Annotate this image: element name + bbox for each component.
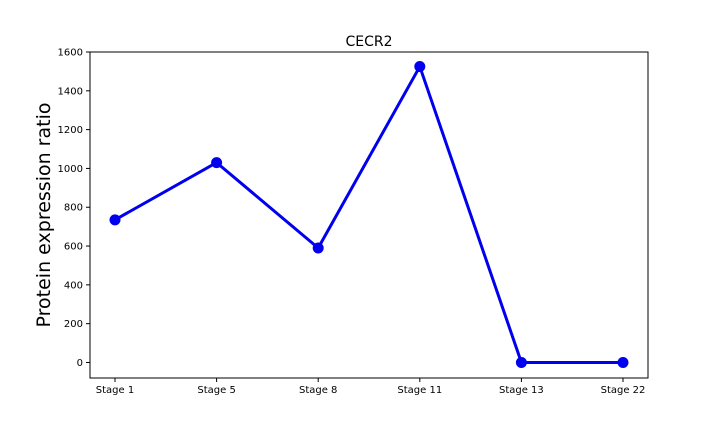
data-point xyxy=(515,356,527,368)
x-tick-label: Stage 1 xyxy=(96,385,134,396)
y-tick-label: 800 xyxy=(64,203,83,214)
x-tick-label: Stage 22 xyxy=(601,385,646,396)
y-tick-label: 1000 xyxy=(58,164,83,175)
x-tick-label: Stage 5 xyxy=(197,385,235,396)
y-tick-label: 0 xyxy=(77,358,83,369)
y-tick-label: 1400 xyxy=(58,86,83,97)
series-layer xyxy=(109,61,629,368)
x-tick-label: Stage 13 xyxy=(499,385,544,396)
plot-area-frame xyxy=(89,51,649,379)
x-tick-label: Stage 8 xyxy=(299,385,337,396)
data-point xyxy=(414,61,426,73)
chart-title: CECR2 xyxy=(345,34,392,50)
y-tick-label: 200 xyxy=(64,319,83,330)
data-point xyxy=(109,214,121,226)
data-point xyxy=(617,356,629,368)
y-tick-label: 400 xyxy=(64,280,83,291)
y-tick-label: 600 xyxy=(64,242,83,253)
y-tick-label: 1200 xyxy=(58,125,83,136)
x-axis: Stage 1 Stage 5 Stage 8 Stage 11 Stage 13 Sta… xyxy=(96,378,646,396)
y-axis-label: Protein expression ratio xyxy=(33,103,55,328)
y-axis: 0 200 400 600 800 1000 1200 1400 1600 xyxy=(58,48,90,369)
series-line xyxy=(113,65,625,364)
y-tick-label: 1600 xyxy=(58,48,83,59)
data-point xyxy=(312,242,324,254)
data-point xyxy=(211,157,223,169)
x-tick-label: Stage 11 xyxy=(397,385,442,396)
